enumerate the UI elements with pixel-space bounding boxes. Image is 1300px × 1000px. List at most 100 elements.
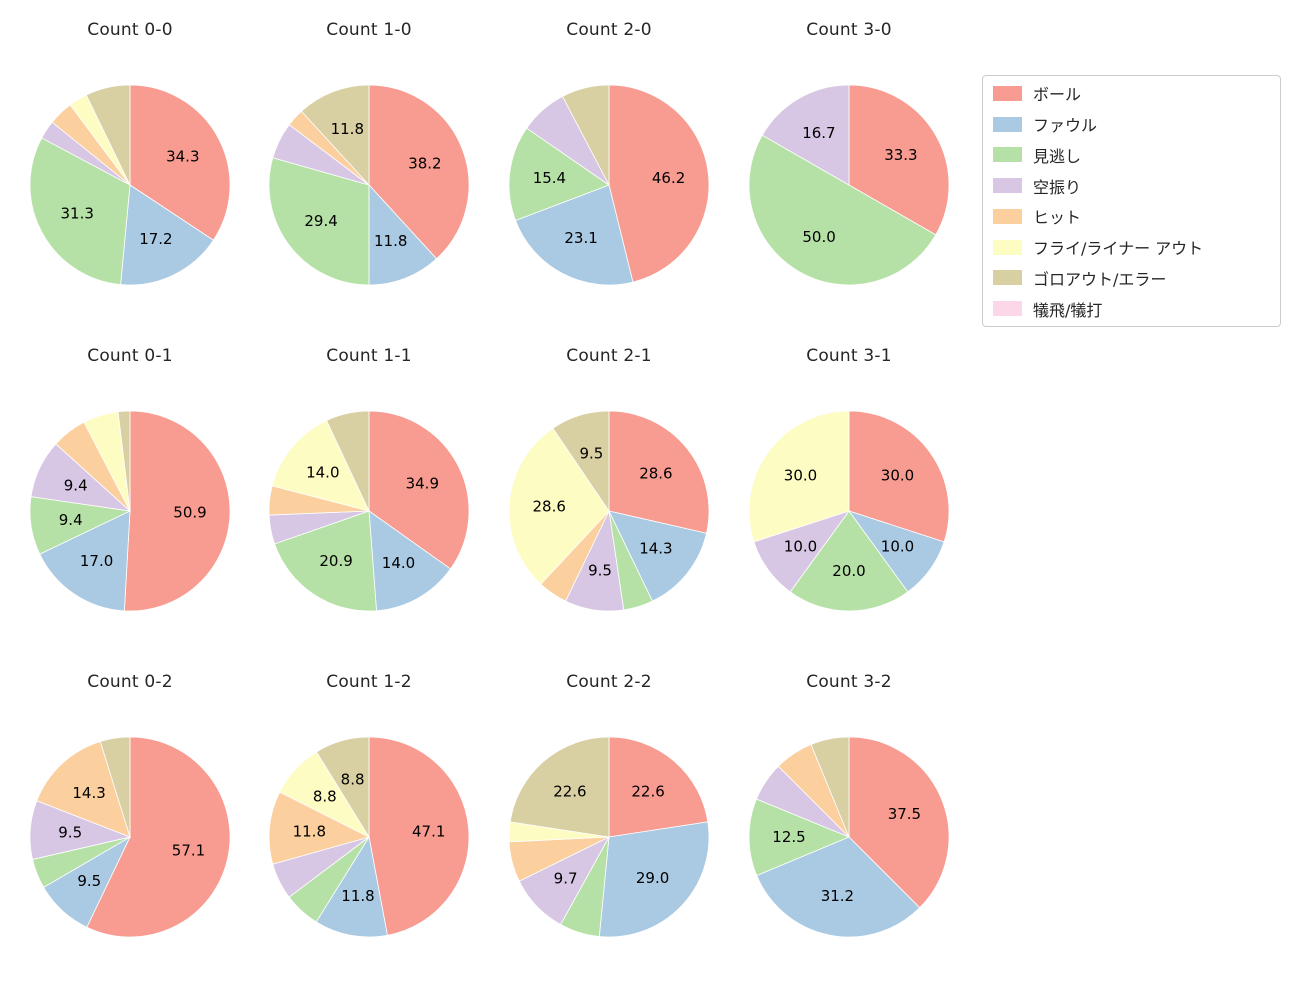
- pie-cell-count-1-0: Count 1-0 38.2 11.8 29.4 11.8: [239, 10, 499, 290]
- legend-label: フライ/ライナー アウト: [1033, 239, 1204, 259]
- chart-title: Count 0-0: [87, 20, 173, 40]
- pie-slice-ground_out: [561, 84, 610, 186]
- legend-item-ball: ボール: [993, 78, 1270, 108]
- pie-slice-ball: [368, 410, 470, 570]
- pie-slice-looking: [29, 137, 131, 285]
- pie-slice-ball: [123, 410, 231, 612]
- chart-title: Count 3-2: [806, 672, 892, 692]
- chart-title: Count 1-2: [326, 672, 412, 692]
- pie-chart: 34.3 17.2 31.3: [29, 84, 231, 286]
- chart-title: Count 0-1: [87, 346, 173, 366]
- pie-slice-ball: [368, 736, 470, 936]
- pie-slice-looking: [748, 798, 851, 877]
- pie-chart: 57.1 9.5 9.5 14.3: [29, 736, 231, 938]
- pct-label-ground_out: 8.8: [341, 770, 365, 788]
- pct-label-foul: 29.0: [636, 869, 669, 887]
- pie-slice-foul: [608, 510, 707, 602]
- pct-label-swing: 10.0: [784, 537, 817, 555]
- pie-slice-foul: [756, 836, 921, 938]
- pie-slice-ball: [608, 736, 709, 838]
- pct-label-looking: 12.5: [772, 828, 805, 846]
- pct-label-looking: 31.3: [60, 204, 93, 222]
- pct-label-foul: 31.2: [821, 887, 854, 905]
- pct-label-ball: 46.2: [652, 169, 685, 187]
- pie-slice-ball: [608, 84, 710, 283]
- pct-label-looking: 29.4: [304, 212, 337, 230]
- pie-slice-foul: [368, 183, 438, 286]
- pct-label-swing: 9.7: [554, 869, 578, 887]
- pct-label-foul: 14.3: [639, 539, 672, 557]
- legend-label: ボール: [1033, 85, 1082, 105]
- pie-slice-looking: [789, 510, 909, 612]
- pie-slice-ground_out: [300, 84, 370, 187]
- pct-label-foul: 17.0: [80, 552, 113, 570]
- pie-slice-ball: [86, 736, 231, 938]
- pie-slice-fly_out: [748, 410, 850, 543]
- chart-title: Count 2-1: [566, 346, 652, 366]
- pie-cell-count-1-1: Count 1-1 34.9 14.0 20.9 14.0: [239, 336, 499, 616]
- legend-swatch-looking: [993, 147, 1022, 163]
- pie-slice-fly_out: [271, 419, 370, 512]
- pct-label-foul: 14.0: [382, 554, 415, 572]
- pie-slice-foul: [120, 184, 214, 286]
- pie-slice-ball: [848, 736, 950, 909]
- legend-swatch-sac: [993, 301, 1022, 317]
- pct-label-swing: 16.7: [802, 124, 835, 142]
- pct-label-ball: 38.2: [408, 154, 441, 172]
- pie-chart: 34.9 14.0 20.9 14.0: [268, 410, 470, 612]
- legend-item-swing: 空振り: [993, 171, 1270, 201]
- pie-slice-ball: [848, 410, 950, 543]
- pct-label-hit: 11.8: [293, 822, 326, 840]
- pie-slice-ground_out: [552, 410, 610, 513]
- pie-cell-count-2-1: Count 2-1 28.6 14.3 9.5 28.6 9.5: [479, 336, 739, 616]
- pct-label-looking: 20.0: [832, 562, 865, 580]
- legend-item-sac: 犠飛/犠打: [993, 294, 1270, 324]
- pct-label-ball: 22.6: [631, 783, 664, 801]
- pct-label-fly_out: 30.0: [784, 467, 817, 485]
- pie-slice-looking: [508, 127, 610, 221]
- legend-swatch-ball: [993, 85, 1022, 101]
- pie-slice-ball: [608, 410, 710, 534]
- chart-title: Count 2-0: [566, 20, 652, 40]
- pct-label-ball: 28.6: [639, 465, 672, 483]
- pie-slice-foul: [315, 835, 388, 938]
- pct-label-ball: 50.9: [173, 504, 206, 522]
- chart-title: Count 1-1: [326, 346, 412, 366]
- pie-cell-count-3-1: Count 3-1 30.0 10.0 20.0 10.0 30.0: [719, 336, 979, 616]
- pct-label-looking: 15.4: [533, 169, 566, 187]
- pie-chart: 50.9 17.0 9.4 9.4: [29, 410, 231, 612]
- pie-slice-hit: [36, 741, 131, 838]
- pie-chart: 46.2 23.1 15.4: [508, 84, 710, 286]
- pie-chart: 38.2 11.8 29.4 11.8: [268, 84, 470, 286]
- legend-swatch-fly_out: [993, 239, 1022, 255]
- pct-label-ball: 34.3: [166, 148, 199, 166]
- pct-label-foul: 9.5: [77, 872, 101, 890]
- pie-slice-looking: [748, 134, 937, 286]
- pct-label-looking: 20.9: [319, 552, 352, 570]
- pie-slice-fly_out: [508, 427, 610, 585]
- pct-label-looking: 9.4: [59, 511, 83, 529]
- pct-label-foul: 17.2: [139, 230, 172, 248]
- pie-cell-count-0-0: Count 0-0 34.3 17.2 31.3: [0, 10, 260, 290]
- pct-label-ball: 47.1: [412, 823, 445, 841]
- pct-label-ball: 33.3: [884, 146, 917, 164]
- chart-title: Count 3-0: [806, 20, 892, 40]
- legend-label: ファウル: [1033, 116, 1098, 136]
- pct-label-swing: 9.5: [58, 824, 82, 842]
- legend-item-hit: ヒット: [993, 201, 1270, 231]
- pie-slice-ground_out: [810, 736, 850, 838]
- pct-label-foul: 10.0: [881, 537, 914, 555]
- pct-label-ground_out: 9.5: [579, 445, 603, 463]
- pie-cell-count-2-0: Count 2-0 46.2 23.1 15.4: [479, 10, 739, 290]
- legend-swatch-foul: [993, 116, 1022, 132]
- legend-item-looking: 見逃し: [993, 140, 1270, 170]
- pct-label-fly_out: 8.8: [313, 787, 337, 805]
- pct-label-ball: 30.0: [881, 467, 914, 485]
- pie-slice-foul: [598, 821, 710, 938]
- pie-cell-count-0-1: Count 0-1 50.9 17.0 9.4 9.4: [0, 336, 260, 616]
- legend-label: ゴロアウト/エラー: [1033, 269, 1167, 289]
- pct-label-foul: 11.8: [341, 887, 374, 905]
- legend-label: 犠飛/犠打: [1033, 300, 1103, 320]
- pie-chart: 37.5 31.2 12.5: [748, 736, 950, 938]
